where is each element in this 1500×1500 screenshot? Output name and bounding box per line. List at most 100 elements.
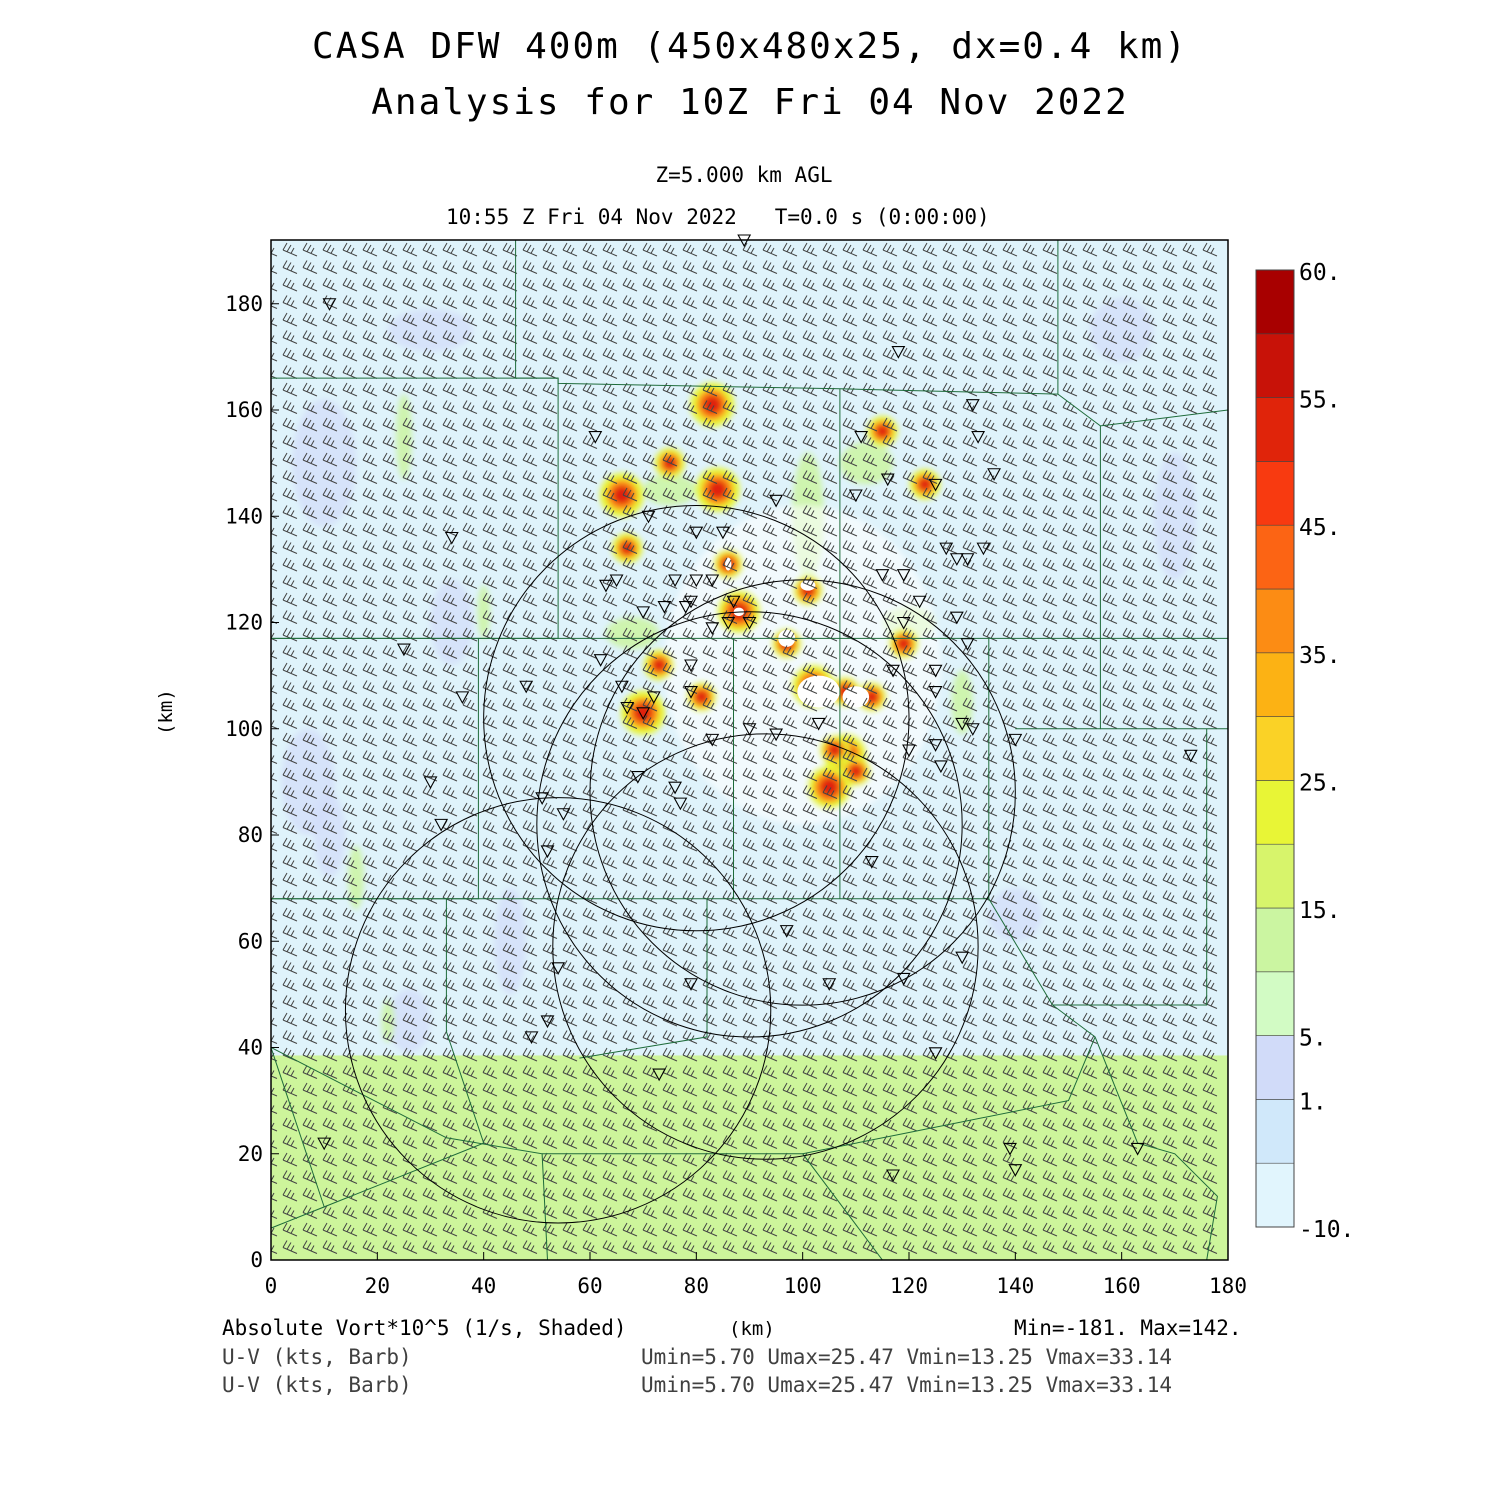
barb-stroke [642,470,658,484]
barb-stroke [1182,382,1198,397]
barb-stroke [782,837,798,852]
wind-barb [322,645,338,659]
wind-barb [1102,277,1118,292]
barb-stroke [1062,610,1078,624]
wind-barb [462,715,478,729]
wind-barb [1002,277,1018,292]
wind-barb [282,995,298,1009]
barb-stroke [1102,802,1118,817]
barb-stroke [702,960,718,974]
barb-stroke [1122,487,1138,502]
wind-barb [1042,645,1058,659]
wind-barb [1062,382,1078,397]
barb-stroke [942,802,958,817]
barb-stroke [302,907,318,922]
wind-barb [822,820,838,834]
wind-barb [822,890,838,904]
barb-stroke [462,575,478,589]
wind-barb [302,1135,318,1149]
wind-barb [562,802,578,817]
wind-barb [282,557,298,572]
wind-barb [422,365,438,379]
barb-stroke [1142,767,1158,782]
barb-stroke [1182,1012,1198,1027]
wind-barb [1122,645,1138,659]
barb-stroke [302,505,318,519]
wind-barb [422,680,438,694]
wind-barb [642,312,658,327]
wind-barb [862,1047,878,1062]
barb-stroke [682,295,698,309]
wind-barb [1082,890,1098,904]
wind-barb [682,750,698,764]
barb-stroke [422,400,438,414]
barb-stroke [282,802,298,817]
wind-barb [522,820,538,834]
wind-barb [1082,1030,1098,1044]
barb-stroke [862,540,878,554]
barb-stroke [502,732,518,747]
wind-barb [982,540,998,554]
wind-barb [322,715,338,729]
wind-barb [622,540,638,554]
barb-stroke [782,872,798,887]
wind-barb [1122,260,1138,274]
wind-barb [462,452,478,467]
wind-barb [402,400,418,414]
wind-barb [582,1100,598,1114]
barb-stroke [802,487,818,502]
barb-stroke [942,575,958,589]
wind-barb [842,452,858,467]
wind-barb [862,872,878,887]
wind-barb [482,1030,498,1044]
wind-barb [962,242,978,257]
wind-barb [342,960,358,974]
barb-stroke [1162,1082,1178,1097]
wind-barb [302,1100,318,1114]
barb-stroke [282,470,298,484]
barb-stroke [982,785,998,799]
wind-barb [862,662,878,677]
barb-stroke [282,295,298,309]
barb-stroke [622,907,638,922]
barb-stroke [682,1030,698,1044]
barb-stroke [362,505,378,519]
barb-stroke [882,505,898,519]
barb-stroke [1202,1082,1218,1097]
wind-barb [602,977,618,992]
barb-stroke [762,435,778,449]
wind-barb [722,1065,738,1079]
barb-stroke [382,592,398,607]
barb-stroke [582,295,598,309]
barb-stroke [562,855,578,869]
wind-barb [322,312,338,327]
barb-stroke [1202,977,1218,992]
barb-stroke [402,575,418,589]
wind-barb [822,837,838,852]
barb-stroke [322,347,338,362]
barb-stroke [662,697,678,712]
barb-stroke [402,697,418,712]
wind-barb [462,260,478,274]
barb-stroke [1182,312,1198,327]
wind-barb [702,697,718,712]
wind-barb [702,487,718,502]
barb-stroke [942,1030,958,1044]
wind-barb [622,487,638,502]
wind-barb [882,330,898,344]
wind-barb [722,1030,738,1044]
barb-stroke [1062,347,1078,362]
barb-stroke [462,470,478,484]
barb-stroke [942,610,958,624]
barb-stroke [482,680,498,694]
barb-stroke [1062,872,1078,887]
barb-stroke [282,260,298,274]
wind-barb [282,435,298,449]
wind-barb [1062,365,1078,379]
wind-barb [302,995,318,1009]
wind-barb [742,557,758,572]
wind-barb [922,452,938,467]
barb-stroke [822,855,838,869]
wind-barb [902,400,918,414]
wind-barb [1162,592,1178,607]
